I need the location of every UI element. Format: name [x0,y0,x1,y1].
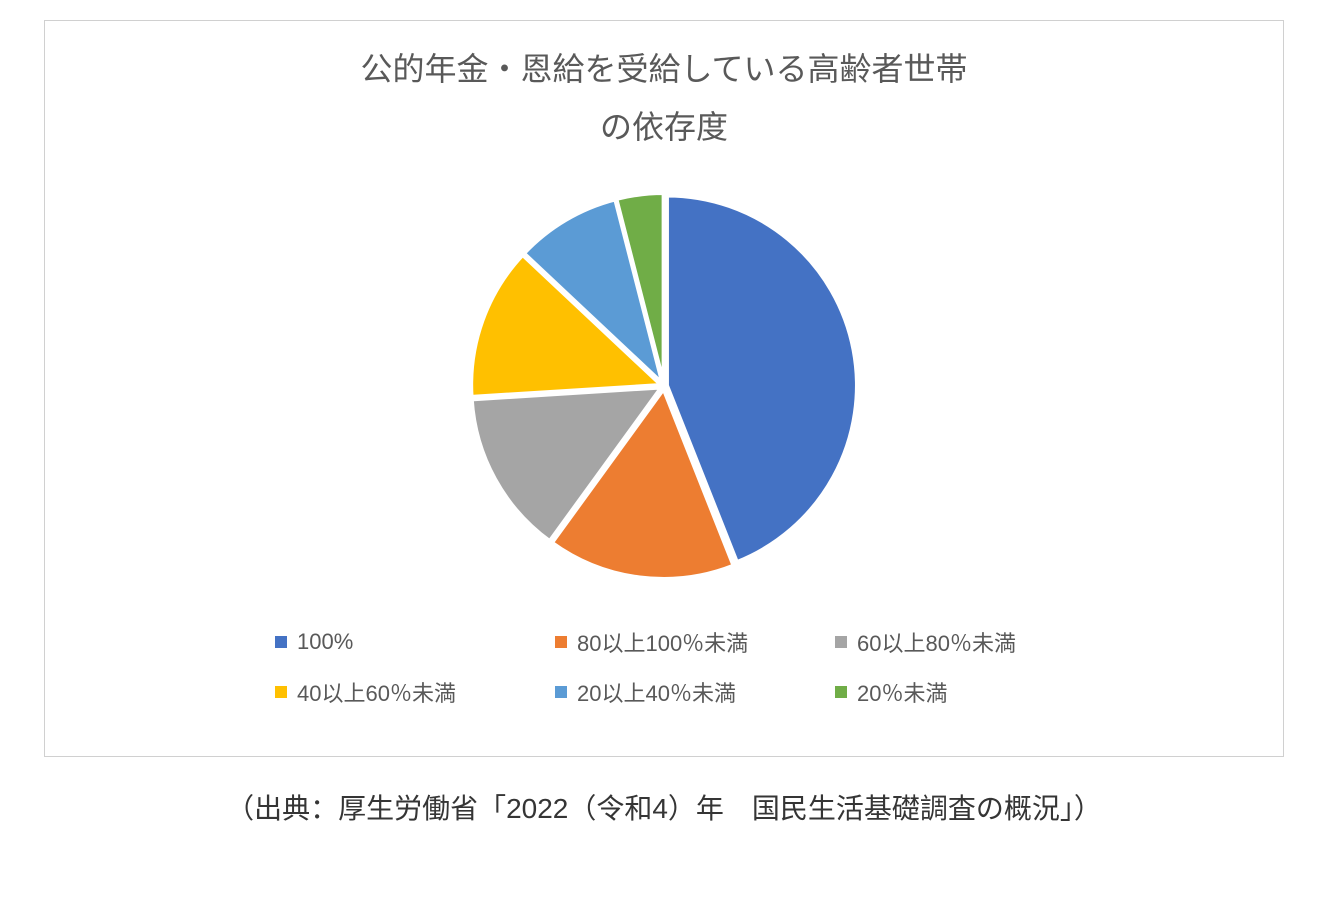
legend-swatch-icon [275,636,287,648]
legend-item-0: 100% [275,626,555,658]
legend-item-4: 20以上40％未満 [555,676,835,708]
chart-title: 公的年金・恩給を受給している高齢者世帯 の依存度 [75,41,1253,156]
legend-swatch-icon [555,636,567,648]
legend-swatch-icon [835,636,847,648]
source-note: （出典：厚生労働省「2022（令和4）年 国民生活基礎調査の概況」） [20,787,1308,827]
pie-chart [454,176,874,596]
legend-swatch-icon [555,686,567,698]
legend-swatch-icon [835,686,847,698]
legend-item-2: 60以上80％未満 [835,626,1115,658]
chart-title-line2: の依存度 [600,109,728,145]
chart-container: 公的年金・恩給を受給している高齢者世帯 の依存度 100% 80以上100％未満 6… [44,20,1284,757]
legend-item-1: 80以上100％未満 [555,626,835,658]
legend-item-5: 20％未満 [835,676,1115,708]
legend-label: 80以上100％未満 [577,626,748,658]
chart-title-line1: 公的年金・恩給を受給している高齢者世帯 [360,51,967,87]
legend-label: 20以上40％未満 [577,676,736,708]
legend-label: 100% [297,629,353,655]
legend-label: 40以上60％未満 [297,676,456,708]
legend-swatch-icon [275,686,287,698]
legend-label: 60以上80％未満 [857,626,1016,658]
legend-label: 20％未満 [857,676,947,708]
legend-item-3: 40以上60％未満 [275,676,555,708]
pie-chart-wrap [75,176,1253,596]
legend: 100% 80以上100％未満 60以上80％未満 40以上60％未満 20以上40％未… [75,626,1253,726]
